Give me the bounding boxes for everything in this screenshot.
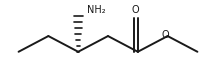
Text: O: O xyxy=(162,30,169,40)
Text: O: O xyxy=(132,5,140,15)
Text: NH₂: NH₂ xyxy=(87,5,105,15)
